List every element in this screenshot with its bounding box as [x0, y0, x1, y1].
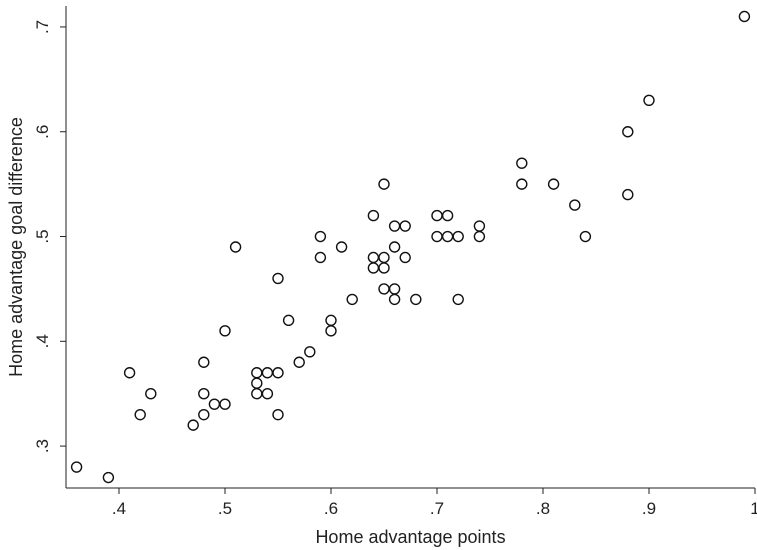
y-axis-ticks: .3 .4 .5 .6 .7 — [33, 20, 66, 453]
x-axis-ticks: .4 .5 .6 .7 .8 .9 1 — [112, 488, 757, 518]
x-tick-label: .9 — [642, 499, 656, 518]
data-point — [314, 230, 327, 243]
data-point — [622, 126, 634, 138]
data-point — [431, 209, 443, 222]
data-point — [261, 367, 274, 379]
data-point — [516, 157, 528, 169]
data-point — [547, 178, 560, 190]
data-point — [441, 230, 454, 243]
data-point — [367, 262, 380, 274]
data-point — [325, 314, 337, 327]
data-point — [198, 408, 210, 421]
data-point — [378, 262, 390, 274]
y-tick-label: .6 — [33, 125, 52, 139]
data-point — [272, 408, 284, 421]
data-point — [251, 377, 263, 389]
data-point — [388, 283, 401, 295]
data-point — [622, 188, 634, 201]
data-point — [367, 251, 380, 264]
data-point — [388, 220, 401, 232]
data-point — [367, 209, 380, 222]
data-point — [452, 293, 464, 306]
data-point — [208, 398, 221, 410]
data-point — [251, 387, 263, 400]
data-point — [516, 178, 528, 190]
x-tick-label: .7 — [430, 499, 444, 518]
data-point — [378, 251, 390, 264]
x-tick-label: 1 — [750, 499, 757, 518]
data-point — [123, 367, 136, 379]
data-point — [70, 461, 83, 473]
data-point — [399, 220, 411, 232]
data-point — [304, 346, 316, 358]
data-point — [431, 230, 443, 243]
y-tick-label: .4 — [33, 334, 52, 348]
y-tick-label: .5 — [33, 229, 52, 243]
data-point — [293, 356, 305, 368]
y-tick-label: .3 — [33, 439, 52, 453]
x-tick-label: .4 — [112, 499, 126, 518]
data-point — [473, 230, 486, 243]
data-point — [187, 419, 199, 431]
data-point — [738, 10, 751, 23]
data-point — [145, 387, 157, 400]
data-point — [399, 251, 411, 264]
data-point — [198, 356, 210, 368]
data-point — [473, 220, 486, 232]
data-point — [219, 325, 231, 337]
data-point — [198, 387, 210, 400]
data-point — [325, 325, 337, 337]
data-point — [643, 94, 655, 107]
data-point — [579, 230, 592, 243]
data-point — [346, 293, 358, 306]
data-point — [441, 209, 454, 222]
y-tick-label: .7 — [33, 20, 52, 34]
x-tick-label: .8 — [536, 499, 550, 518]
data-point — [314, 251, 327, 264]
data-point — [272, 272, 284, 285]
data-point — [335, 241, 348, 253]
data-point — [378, 283, 390, 295]
x-tick-label: .5 — [218, 499, 232, 518]
data-point — [134, 408, 146, 421]
data-point — [261, 387, 274, 400]
x-axis-title: Home advantage points — [315, 527, 505, 547]
data-point — [388, 241, 401, 253]
y-axis-title: Home advantage goal difference — [6, 117, 26, 377]
data-point — [229, 241, 242, 253]
data-point — [219, 398, 231, 410]
data-point — [410, 293, 422, 306]
data-point — [251, 367, 263, 379]
data-point — [378, 178, 390, 190]
data-point — [452, 230, 464, 243]
data-point — [569, 199, 581, 211]
data-point — [102, 471, 115, 484]
data-point — [282, 314, 295, 327]
x-tick-label: .6 — [324, 499, 338, 518]
data-point — [272, 367, 284, 379]
data-point — [388, 293, 401, 306]
data-points — [70, 10, 751, 484]
